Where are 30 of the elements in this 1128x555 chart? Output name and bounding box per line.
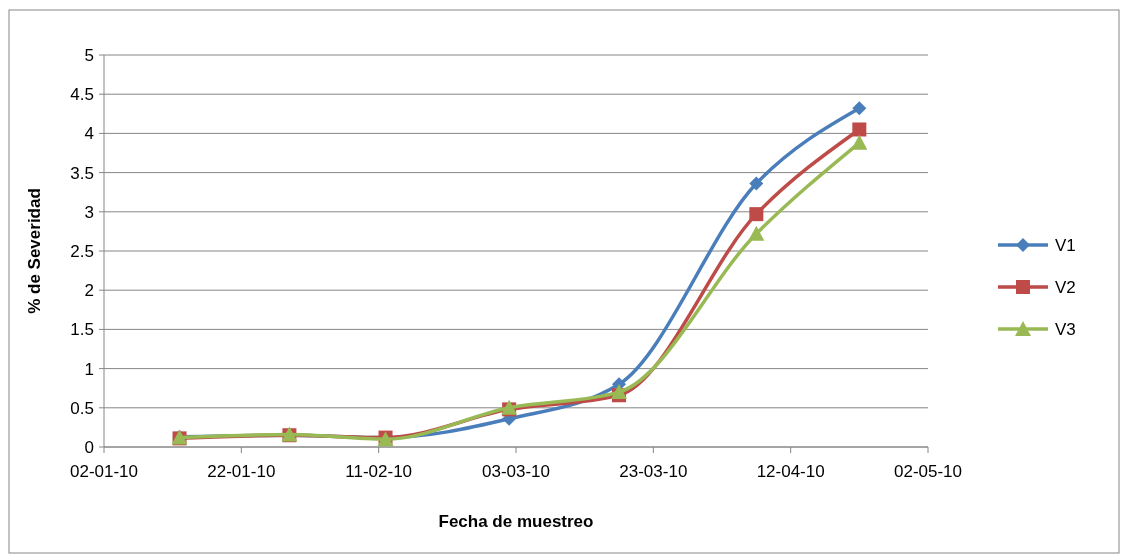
point	[748, 225, 765, 241]
y-tick-label: 5	[84, 45, 94, 65]
y-tick-label: 2.5	[70, 241, 94, 261]
x-axis-title: Fecha de muestreo	[438, 512, 594, 531]
y-tick-label: 3.5	[70, 163, 94, 183]
point	[749, 176, 764, 191]
legend-label: V3	[1055, 319, 1076, 339]
y-tick-label: 0	[84, 437, 94, 457]
x-tick-label: 22-01-10	[207, 462, 276, 481]
point	[852, 122, 867, 137]
y-tick-label: 1	[84, 359, 94, 379]
y-tick-label: 1.5	[70, 320, 94, 340]
y-tick-label: 0.5	[70, 398, 94, 418]
point	[852, 101, 867, 116]
legend-label: V2	[1055, 277, 1076, 297]
x-tick-label: 11-02-10	[345, 462, 413, 481]
x-tick-label: 23-03-10	[619, 462, 688, 481]
x-tick-label: 12-04-10	[756, 462, 825, 481]
point	[749, 207, 764, 222]
legend-label: V1	[1055, 235, 1076, 255]
point	[851, 134, 868, 150]
y-tick-label: 3	[84, 202, 94, 222]
x-tick-label: 03-03-10	[481, 462, 551, 481]
x-tick-label: 02-01-10	[69, 462, 139, 481]
y-tick-label: 4	[84, 124, 94, 144]
x-tick-label: 02-05-10	[893, 462, 963, 481]
y-tick-label: 2	[84, 281, 94, 301]
point	[611, 384, 627, 400]
y-tick-label: 4.5	[70, 85, 94, 105]
y-axis-title: % de Severidad	[25, 188, 44, 314]
